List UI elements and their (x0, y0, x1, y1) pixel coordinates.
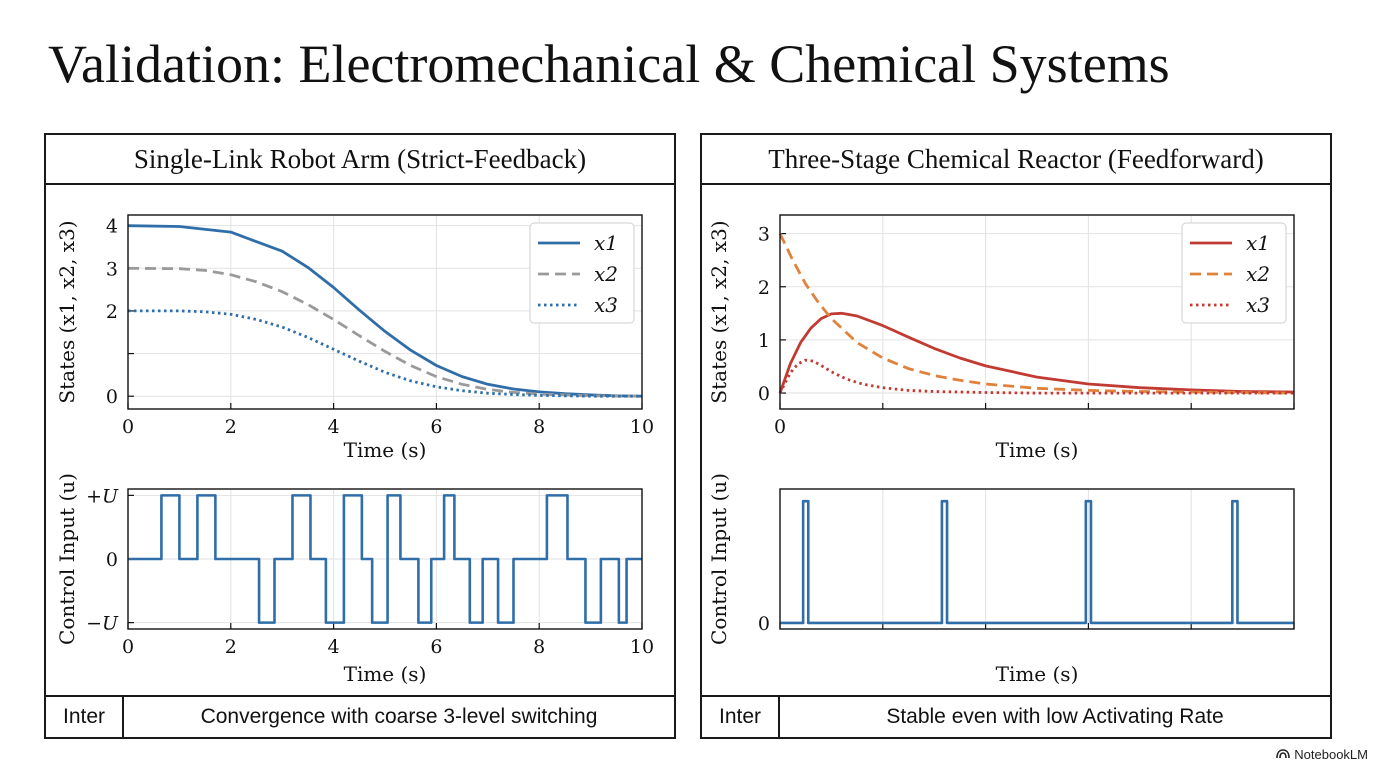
brand-name: NotebookLM (1294, 747, 1368, 762)
x-tick-label: 8 (533, 416, 545, 438)
series-x2 (778, 232, 1295, 395)
robot-arm-panel: Single-Link Robot Arm (Strict-Feedback) … (44, 133, 676, 739)
legend-label: x1 (594, 231, 618, 255)
x-tick-label: 10 (630, 416, 654, 438)
x-tick-label: 0 (774, 416, 786, 438)
plot-frame (779, 214, 1295, 410)
legend-box (529, 222, 635, 324)
x-tick-label: 8 (533, 636, 545, 658)
y-axis-label: Control Input (u) (55, 473, 79, 645)
y-tick-label: 0 (758, 383, 770, 405)
footer-label: Inter (702, 697, 780, 737)
panel-footer: Inter Convergence with coarse 3-level sw… (46, 695, 674, 737)
y-tick-label: 2 (758, 277, 770, 299)
plot-frame (127, 214, 643, 410)
x-axis-label: Time (s) (996, 438, 1079, 462)
y-tick-label: 0 (758, 613, 770, 635)
legend-box (1181, 222, 1287, 324)
x-tick-label: 4 (328, 636, 340, 658)
chart-reactor-states: 00 1 2 3 Time (s) States (x1, x2, x3) x1 x2 x3 (707, 214, 1295, 462)
legend-label: x3 (1246, 293, 1270, 317)
x-tick-label: 10 (630, 636, 654, 658)
y-tick-label: 3 (106, 258, 118, 280)
plot-frame (127, 488, 643, 630)
x-tick-label: 2 (225, 416, 237, 438)
legend-label: x2 (1246, 262, 1270, 286)
panel-heading: Three-Stage Chemical Reactor (Feedforwar… (702, 135, 1330, 185)
page-title: Validation: Electromechanical & Chemical… (48, 34, 1170, 94)
x-tick-label: 0 (122, 416, 134, 438)
legend: x1 x2 x3 (1181, 222, 1287, 324)
y-axis-label: States (x1, x2, x3) (55, 220, 79, 403)
series-x2 (127, 266, 643, 398)
series-x3 (128, 309, 642, 398)
x-tick-label: 4 (328, 416, 340, 438)
series-x1 (778, 311, 1295, 394)
y-tick-label: +U (86, 485, 119, 507)
chemical-reactor-panel: Three-Stage Chemical Reactor (Feedforwar… (700, 133, 1332, 739)
y-tick-label: 1 (758, 330, 770, 352)
plot-frame (779, 488, 1295, 630)
y-tick-label: 2 (106, 301, 118, 323)
x-tick-label: 6 (430, 636, 442, 658)
brand-mark: NotebookLM (1276, 747, 1368, 762)
series-u (128, 494, 642, 624)
legend-label: x3 (594, 293, 618, 317)
y-axis-label: States (x1, x2, x3) (707, 220, 731, 403)
footer-caption: Stable even with low Activating Rate (886, 705, 1224, 728)
y-tick-label: 4 (106, 216, 118, 238)
legend-label: x2 (594, 262, 618, 286)
x-tick-label: 0 (122, 636, 134, 658)
y-tick-label: −U (86, 613, 119, 635)
y-tick-label: 0 (106, 386, 118, 408)
footer-caption: Convergence with coarse 3-level switchin… (200, 705, 598, 728)
x-tick-label: 6 (430, 416, 442, 438)
notebooklm-logo-icon (1276, 747, 1291, 762)
x-axis-label: Time (s) (344, 438, 427, 462)
x-axis-label: Time (s) (996, 662, 1079, 686)
series-u (780, 499, 1294, 625)
panel-heading: Single-Link Robot Arm (Strict-Feedback) (46, 135, 674, 185)
y-tick-label: 0 (106, 549, 118, 571)
legend-label: x1 (1246, 231, 1270, 255)
y-axis-label: Control Input (u) (707, 473, 731, 645)
x-tick-label: 2 (225, 636, 237, 658)
y-tick-label: 3 (758, 224, 770, 246)
legend: x1 x2 x3 (529, 222, 635, 324)
x-axis-label: Time (s) (344, 662, 427, 686)
footer-label: Inter (46, 697, 124, 737)
panel-footer: Inter Stable even with low Activating Ra… (702, 695, 1330, 737)
chart-reactor-control: 0 Time (s) Control Input (u) (707, 473, 1295, 686)
